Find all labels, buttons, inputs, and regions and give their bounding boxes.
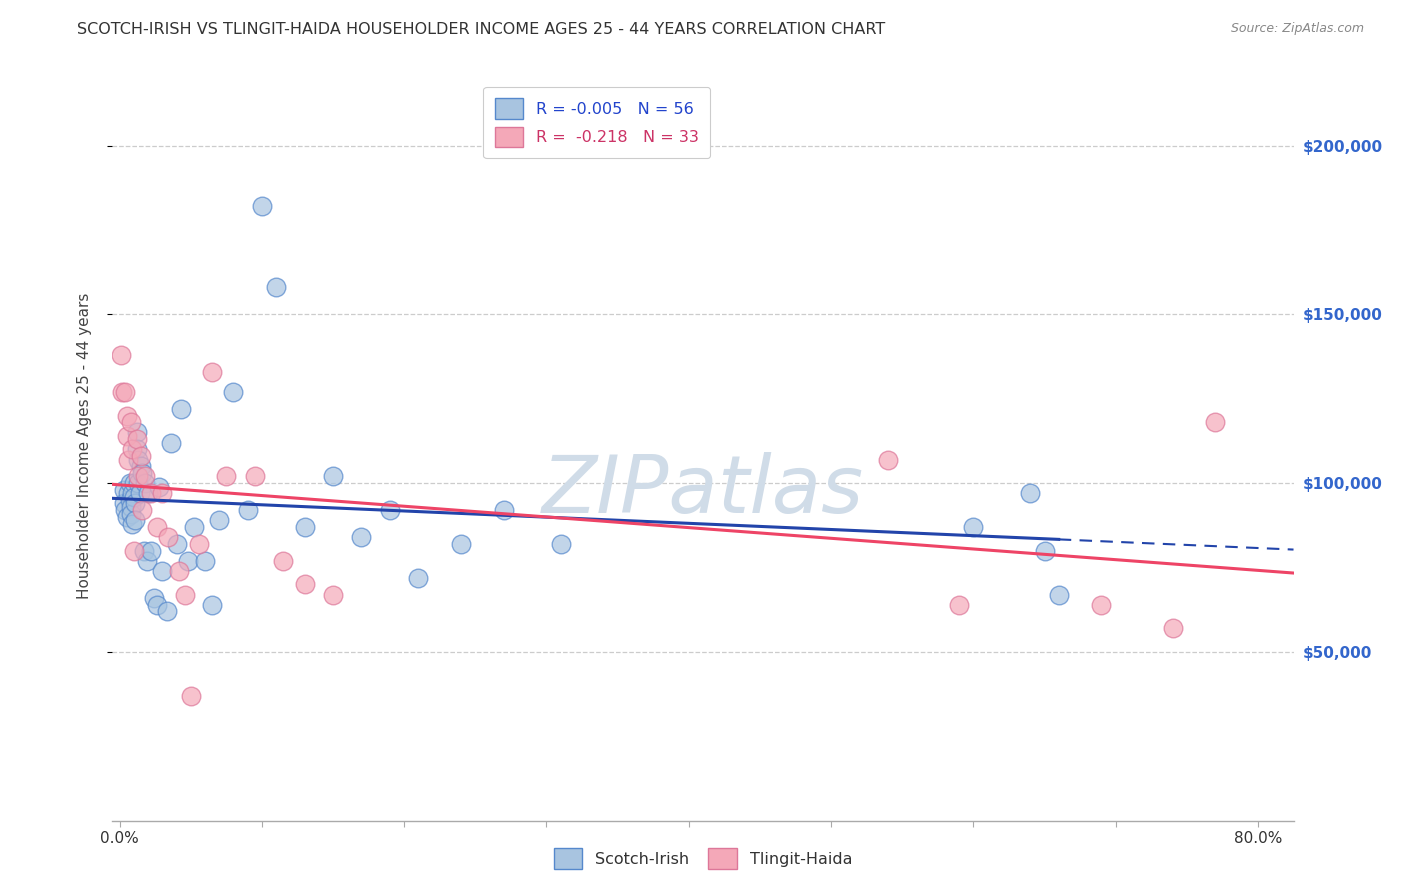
Point — [127, 476, 149, 491]
Point — [142, 591, 165, 605]
Point — [243, 469, 266, 483]
Point — [127, 469, 149, 483]
Point — [117, 452, 139, 467]
Point — [294, 520, 316, 534]
Point — [129, 459, 152, 474]
Point — [948, 598, 970, 612]
Point — [124, 496, 146, 510]
Point — [135, 554, 157, 568]
Point — [450, 537, 472, 551]
Point — [110, 348, 132, 362]
Point — [264, 280, 287, 294]
Point — [201, 365, 224, 379]
Point — [169, 564, 191, 578]
Point — [962, 520, 984, 534]
Point — [408, 571, 430, 585]
Legend: Scotch-Irish, Tlingit-Haida: Scotch-Irish, Tlingit-Haida — [547, 842, 859, 875]
Point — [150, 486, 173, 500]
Point — [215, 469, 238, 483]
Point — [877, 452, 900, 467]
Point — [271, 554, 294, 568]
Point — [128, 486, 150, 500]
Point — [139, 486, 162, 500]
Point — [131, 466, 153, 480]
Point — [136, 486, 159, 500]
Point — [145, 598, 167, 612]
Point — [112, 483, 135, 497]
Point — [115, 409, 138, 423]
Point — [201, 598, 224, 612]
Point — [111, 384, 134, 399]
Point — [208, 513, 231, 527]
Point — [194, 554, 217, 568]
Point — [139, 543, 162, 558]
Point — [350, 530, 373, 544]
Point — [114, 384, 136, 399]
Point — [222, 384, 245, 399]
Point — [112, 496, 135, 510]
Point — [550, 537, 572, 551]
Point — [322, 587, 344, 601]
Point — [180, 689, 202, 703]
Text: Source: ZipAtlas.com: Source: ZipAtlas.com — [1230, 22, 1364, 36]
Point — [121, 516, 143, 531]
Point — [1019, 486, 1042, 500]
Point — [156, 530, 179, 544]
Point — [117, 486, 139, 500]
Point — [115, 429, 138, 443]
Point — [183, 520, 205, 534]
Point — [120, 500, 142, 514]
Point — [166, 537, 188, 551]
Point — [294, 577, 316, 591]
Point — [120, 507, 142, 521]
Point — [1161, 621, 1184, 635]
Point — [121, 486, 143, 500]
Point — [132, 543, 155, 558]
Point — [114, 503, 136, 517]
Point — [122, 490, 145, 504]
Point — [127, 452, 149, 467]
Point — [159, 435, 181, 450]
Point — [122, 476, 145, 491]
Legend: R = -0.005   N = 56, R =  -0.218   N = 33: R = -0.005 N = 56, R = -0.218 N = 33 — [484, 87, 710, 158]
Point — [236, 503, 259, 517]
Point — [122, 543, 145, 558]
Point — [125, 425, 148, 440]
Point — [170, 401, 193, 416]
Point — [1047, 587, 1070, 601]
Point — [129, 449, 152, 463]
Point — [492, 503, 515, 517]
Point — [1033, 543, 1056, 558]
Point — [131, 503, 153, 517]
Point — [322, 469, 344, 483]
Point — [145, 520, 167, 534]
Point — [120, 416, 142, 430]
Point — [1204, 416, 1226, 430]
Point — [177, 554, 200, 568]
Point — [250, 199, 273, 213]
Point — [118, 493, 141, 508]
Point — [188, 537, 211, 551]
Point — [125, 442, 148, 457]
Point — [174, 587, 197, 601]
Text: ZIPatlas: ZIPatlas — [541, 452, 865, 530]
Point — [124, 513, 146, 527]
Text: SCOTCH-IRISH VS TLINGIT-HAIDA HOUSEHOLDER INCOME AGES 25 - 44 YEARS CORRELATION : SCOTCH-IRISH VS TLINGIT-HAIDA HOUSEHOLDE… — [77, 22, 886, 37]
Point — [1090, 598, 1112, 612]
Point — [148, 479, 170, 493]
Point — [115, 509, 138, 524]
Point — [378, 503, 401, 517]
Point — [134, 476, 156, 491]
Point — [134, 469, 156, 483]
Point — [150, 564, 173, 578]
Point — [155, 604, 177, 618]
Point — [118, 476, 141, 491]
Point — [125, 432, 148, 446]
Y-axis label: Householder Income Ages 25 - 44 years: Householder Income Ages 25 - 44 years — [77, 293, 91, 599]
Point — [121, 442, 143, 457]
